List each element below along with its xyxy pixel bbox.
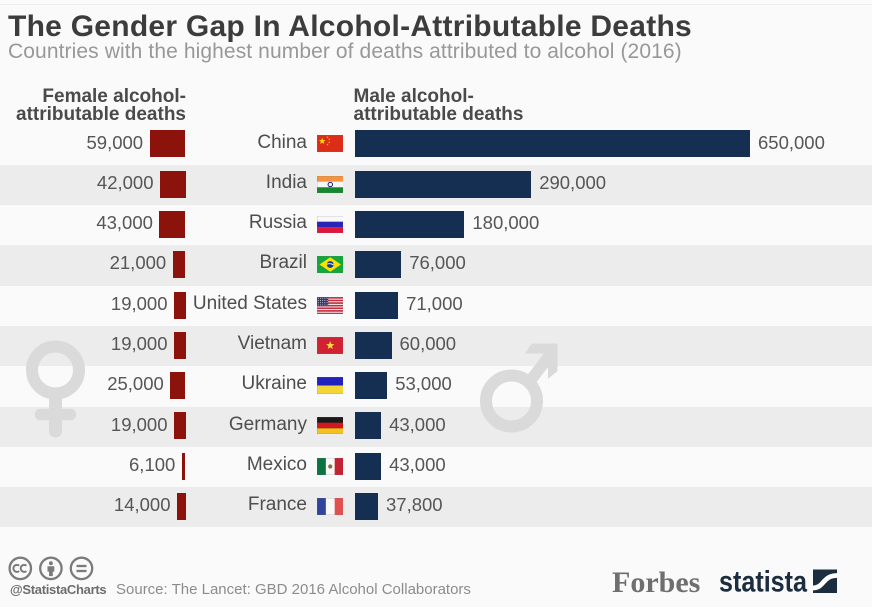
svg-text:statista: statista — [719, 566, 807, 597]
